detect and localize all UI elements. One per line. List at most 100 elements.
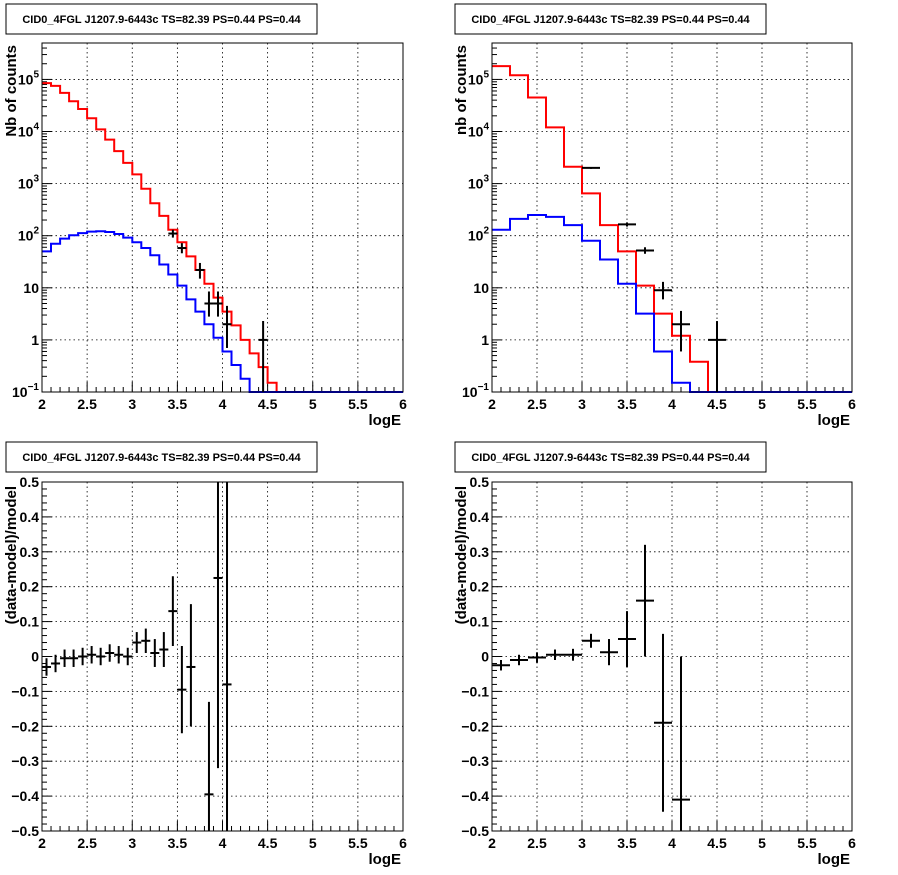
title-box [5,3,318,35]
data-point [636,544,654,657]
grid [492,43,852,392]
total-model-histogram [492,65,852,393]
x-tick-label: 2.5 [527,396,547,412]
x-tick-label: 2.5 [77,396,97,412]
data-point [60,649,70,667]
y-tick-label: 0.4 [470,509,490,525]
y-tick-label: 0 [31,649,39,665]
data-point [582,166,600,169]
data-point [564,648,582,661]
data-point [582,633,600,648]
x-tick-label: 3.5 [617,396,637,412]
data-point [528,652,546,663]
data-point [159,632,169,667]
data-point [105,644,115,662]
y-axis-title: (data-model)/model [453,486,470,624]
data-point [618,611,636,667]
y-tick-label: 10 [473,280,489,296]
x-tick-label: 5 [758,396,766,412]
panel-4: CID0_4FGL J1207.9-6443c TS=82.39 PS=0.44… [453,441,856,868]
x-tick-label: 3 [128,835,136,851]
y-tick-label: 1 [31,332,39,348]
y-tick-label: 0.2 [20,579,40,595]
y-tick-label: 103 [468,174,490,192]
data-point [672,310,690,352]
x-tick-label: 5.5 [348,396,368,412]
y-tick-label: 0.1 [470,614,490,630]
data-point [708,321,726,392]
y-axis-title: nb of counts [453,45,470,135]
data-point [168,229,178,238]
data-point [87,646,97,664]
data-point [618,222,636,227]
y-tick-label: −0.3 [461,753,489,769]
y-tick-label: 0.3 [20,544,40,560]
y-axis-title: Nb of counts [3,45,20,137]
x-axis-title: logE [818,851,851,868]
data-point [600,639,618,666]
x-tick-label: 4.5 [707,396,727,412]
y-tick-label: 104 [18,122,40,140]
data-point [492,659,510,671]
y-tick-label: 1 [481,332,489,348]
data-point [546,649,564,660]
x-tick-label: 4 [219,835,227,851]
y-tick-label: −0.1 [461,683,489,699]
x-tick-label: 3 [128,396,136,412]
title-box [454,441,767,473]
y-tick-label: −0.2 [11,718,39,734]
x-tick-label: 6 [399,835,407,851]
x-tick-label: 4.5 [258,396,278,412]
x-axis-title: logE [818,412,851,429]
y-tick-label: 0.5 [470,474,490,490]
data-point [195,262,205,279]
title-box [5,441,318,473]
x-tick-label: 2 [488,396,496,412]
data-point [204,701,214,831]
data-points [168,229,268,392]
x-tick-label: 6 [399,396,407,412]
x-axis-title: logE [369,851,402,868]
plot-frame [491,42,853,393]
data-point [42,658,52,676]
y-tick-label: 105 [18,69,40,87]
x-tick-label: 3.5 [617,835,637,851]
data-point [69,649,79,667]
y-tick-label: 10−1 [12,382,39,400]
grid [42,482,403,831]
x-tick-label: 6 [848,835,856,851]
data-point [222,482,232,831]
x-tick-label: 4 [668,835,676,851]
y-tick-label: −0.5 [11,823,39,839]
data-point [114,646,124,664]
x-tick-label: 2.5 [77,835,97,851]
x-tick-label: 5.5 [348,835,368,851]
data-point [186,604,196,727]
x-axis-title: logE [369,412,402,429]
y-tick-label: −0.4 [11,788,39,804]
chart-title: CID0_4FGL J1207.9-6443c TS=82.39 PS=0.44… [22,14,301,26]
y-tick-label: 102 [18,226,40,244]
data-point [177,646,187,734]
y-tick-label: −0.3 [11,753,39,769]
x-tick-label: 3 [578,835,586,851]
x-tick-label: 4 [668,396,676,412]
data-point [168,576,178,647]
x-tick-label: 4.5 [258,835,278,851]
data-point [96,647,106,666]
panel-2: CID0_4FGL J1207.9-6443c TS=82.39 PS=0.44… [453,3,856,429]
chart-title: CID0_4FGL J1207.9-6443c TS=82.39 PS=0.44… [471,14,750,26]
data-point [213,482,223,769]
data-point [78,647,88,666]
data-points [492,544,690,831]
x-tick-label: 3.5 [168,835,188,851]
plot-frame [491,481,853,832]
x-tick-label: 2 [38,396,46,412]
y-tick-label: 0.4 [20,509,40,525]
data-point [654,633,672,812]
y-tick-label: 10 [23,280,39,296]
data-point [654,281,672,300]
y-tick-label: 0.1 [20,614,40,630]
y-axis-title: (data-model)/model [3,486,20,624]
data-point [51,654,61,673]
